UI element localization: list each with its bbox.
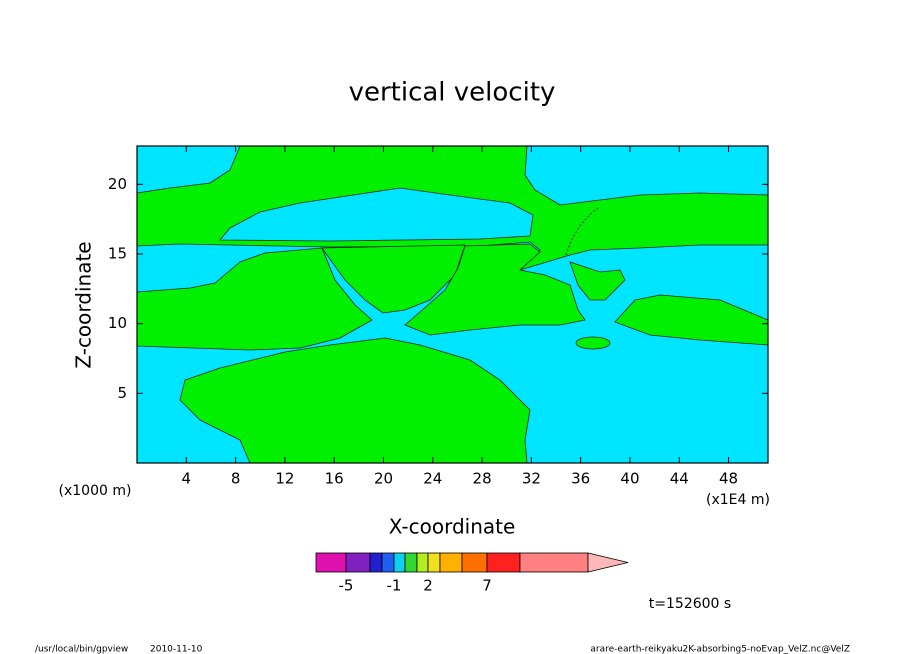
footer-text: /usr/local/bin/gpview <box>35 645 128 654</box>
colorbar-box <box>345 552 371 573</box>
time-annotation: t=152600 s <box>649 596 731 612</box>
colorbar-box <box>519 552 589 573</box>
colorbar-box <box>461 552 488 573</box>
colorbar-box <box>416 552 429 573</box>
x-tick-label: 44 <box>670 470 689 488</box>
x-unit-label: (x1E4 m) <box>706 492 770 508</box>
colorbar-box <box>315 552 347 573</box>
x-tick-label: 48 <box>719 470 738 488</box>
x-tick-label: 24 <box>423 470 442 488</box>
plot-frame <box>136 145 769 464</box>
y-tick-label: 10 <box>108 314 127 332</box>
y-tick-label: 15 <box>108 244 127 262</box>
field-region <box>404 243 586 336</box>
field-region <box>219 187 534 242</box>
x-unit-label: (x1000 m) <box>59 483 132 499</box>
colorbar-box <box>427 552 441 573</box>
colorbar-label: -1 <box>387 577 402 595</box>
x-tick-label: 20 <box>374 470 393 488</box>
y-tick-label: 5 <box>117 384 127 402</box>
colorbar-box <box>404 552 418 573</box>
colorbar-box <box>486 552 521 573</box>
field-region <box>179 337 531 464</box>
field-region <box>575 336 611 350</box>
x-tick-label: 36 <box>571 470 590 488</box>
field-region <box>136 247 373 351</box>
x-tick-label: 8 <box>231 470 241 488</box>
colorbar-box <box>393 552 406 573</box>
footer-text: 2010-11-10 <box>150 645 203 654</box>
colorbar-arrow <box>587 552 629 573</box>
colorbar-box <box>369 552 383 573</box>
y-axis-title: Z-coordinate <box>72 241 96 368</box>
x-tick-label: 4 <box>182 470 192 488</box>
x-tick-label: 16 <box>325 470 344 488</box>
colorbar-label: 2 <box>423 577 433 595</box>
contour-line <box>565 207 599 256</box>
contour-field <box>136 145 769 464</box>
field-region <box>321 244 466 314</box>
y-tick-label: 20 <box>108 175 127 193</box>
colorbar-label: 7 <box>482 577 492 595</box>
x-tick-label: 40 <box>620 470 639 488</box>
colorbar-box <box>439 552 463 573</box>
x-tick-label: 12 <box>275 470 294 488</box>
footer-text: arare-earth-reikyaku2K-absorbing5-noEvap… <box>590 645 850 654</box>
chart-title: vertical velocity <box>349 78 556 108</box>
colorbar-box <box>381 552 395 573</box>
colorbar-label: -5 <box>339 577 354 595</box>
x-tick-label: 28 <box>473 470 492 488</box>
field-region <box>569 261 626 301</box>
x-tick-label: 32 <box>522 470 541 488</box>
x-axis-title: X-coordinate <box>389 515 516 539</box>
